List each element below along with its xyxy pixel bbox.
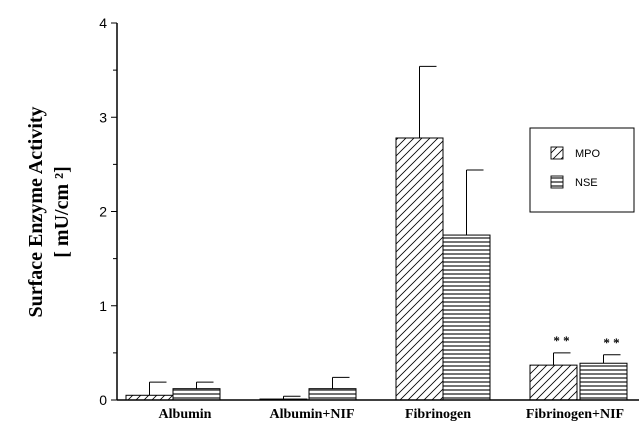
bar-nse [172, 388, 221, 401]
y-tick-label: 0 [99, 392, 107, 408]
bar-mpo [259, 398, 308, 401]
legend-label-nse: NSE [575, 177, 598, 189]
legend-label-mpo: MPO [575, 148, 601, 160]
x-category-label: Fibrinogen+NIF [526, 407, 624, 422]
significance-marker: * * [603, 335, 619, 350]
bar-nse [308, 388, 357, 401]
legend: MPO NSE [529, 127, 635, 213]
x-category-label: Fibrinogen [405, 407, 471, 422]
legend-swatch-nse [550, 175, 564, 189]
y-axis-label: Surface Enzyme Activity [ mU/cm ²] [25, 106, 73, 317]
legend-swatch-mpo [550, 146, 564, 160]
y-tick-label: 1 [99, 298, 107, 314]
x-category-label: Albumin [159, 407, 212, 422]
y-axis-label-line-1: Surface Enzyme Activity [25, 106, 47, 317]
y-tick-label: 2 [99, 204, 107, 220]
y-tick-label: 3 [99, 109, 107, 125]
y-tick-label: 4 [99, 15, 107, 31]
y-axis-label-line-2: [ mU/cm ²] [51, 166, 73, 258]
bar-nse [442, 234, 491, 401]
bar-mpo [529, 364, 578, 401]
bar-mpo [125, 394, 174, 401]
significance-marker: * * [553, 333, 569, 348]
bar-mpo [395, 137, 444, 401]
legend-box [529, 127, 635, 213]
x-category-label: Albumin+NIF [270, 407, 355, 422]
bar-nse [579, 362, 628, 401]
